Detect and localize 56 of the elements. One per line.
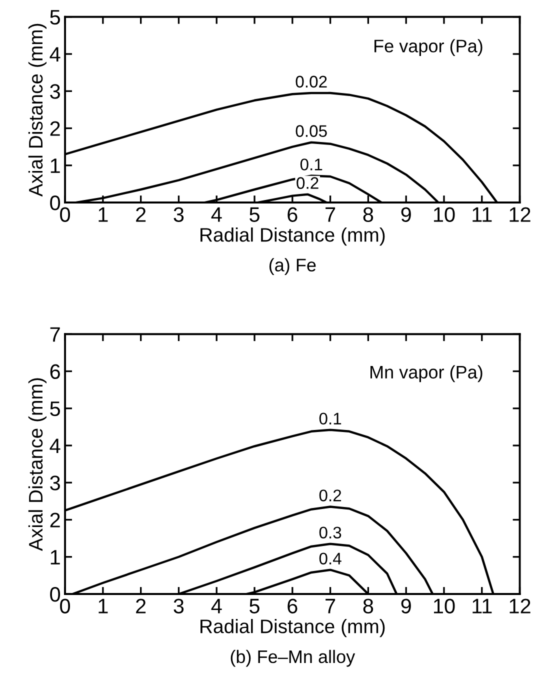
y-tick-label: 2 [50,512,60,528]
x-tick-label: 4 [211,207,222,222]
series-label: 0.4 [319,552,342,564]
annotation: Fe vapor (Pa) [374,39,482,56]
y-tick-label: 2 [50,121,60,136]
y-axis-title: Axial Distance (mm) [28,378,46,551]
x-tick-label: 2 [136,207,146,222]
y-tick-label: 1 [50,550,60,564]
series-label: 0.2 [296,177,318,189]
x-tick-label: 9 [401,598,411,614]
x-tick-label: 1 [98,207,108,222]
x-tick-label: 12 [510,207,530,222]
y-tick-label: 5 [50,402,60,416]
x-tick-label: 10 [434,598,455,614]
series-label: 0.02 [296,76,327,88]
x-tick-label: 0 [60,598,70,614]
x-axis-title: Radial Distance (mm) [200,227,385,246]
x-tick-label: 4 [211,598,222,614]
y-tick-label: 1 [50,158,60,173]
y-axis-title: Axial Distance (mm) [28,24,46,197]
y-tick-label: 3 [50,84,60,99]
series-label: 0.1 [300,158,322,170]
y-tick-label: 3 [50,476,60,490]
x-tick-label: 7 [326,207,336,222]
y-tick-label: 5 [50,10,60,25]
x-tick-label: 5 [250,598,260,614]
x-tick-label: 9 [401,207,411,222]
x-tick-label: 8 [363,207,374,222]
x-tick-label: 8 [363,598,374,614]
x-tick-label: 3 [174,598,184,614]
series-label: 0.2 [319,490,342,502]
x-tick-label: 3 [174,207,184,222]
x-tick-label: 6 [288,207,298,222]
y-tick-label: 4 [50,438,60,454]
series-label: 0.3 [319,526,342,539]
x-tick-label: 0 [60,207,70,222]
y-tick-label: 6 [50,364,60,380]
x-tick-label: 6 [288,598,298,614]
series-label: 0.05 [296,125,327,137]
y-tick-label: 0 [50,587,60,602]
series-label: 0.1 [319,412,342,425]
x-tick-label: 11 [472,598,492,614]
x-tick-label: 5 [250,207,260,222]
text: (b) Fe–Mn alloy [230,650,356,667]
annotation: Mn vapor (Pa) [370,365,482,382]
x-tick-label: 2 [136,598,146,614]
x-axis-title: Radial Distance (mm) [200,618,385,638]
y-tick-label: 7 [50,327,60,342]
x-tick-label: 10 [434,207,455,222]
y-tick-label: 4 [50,47,60,62]
x-tick-label: 7 [326,598,336,614]
y-tick-label: 0 [50,196,60,210]
x-tick-label: 12 [510,598,530,614]
text: (a) Fe [269,258,316,276]
x-tick-label: 1 [98,598,108,614]
x-tick-label: 11 [472,207,492,222]
